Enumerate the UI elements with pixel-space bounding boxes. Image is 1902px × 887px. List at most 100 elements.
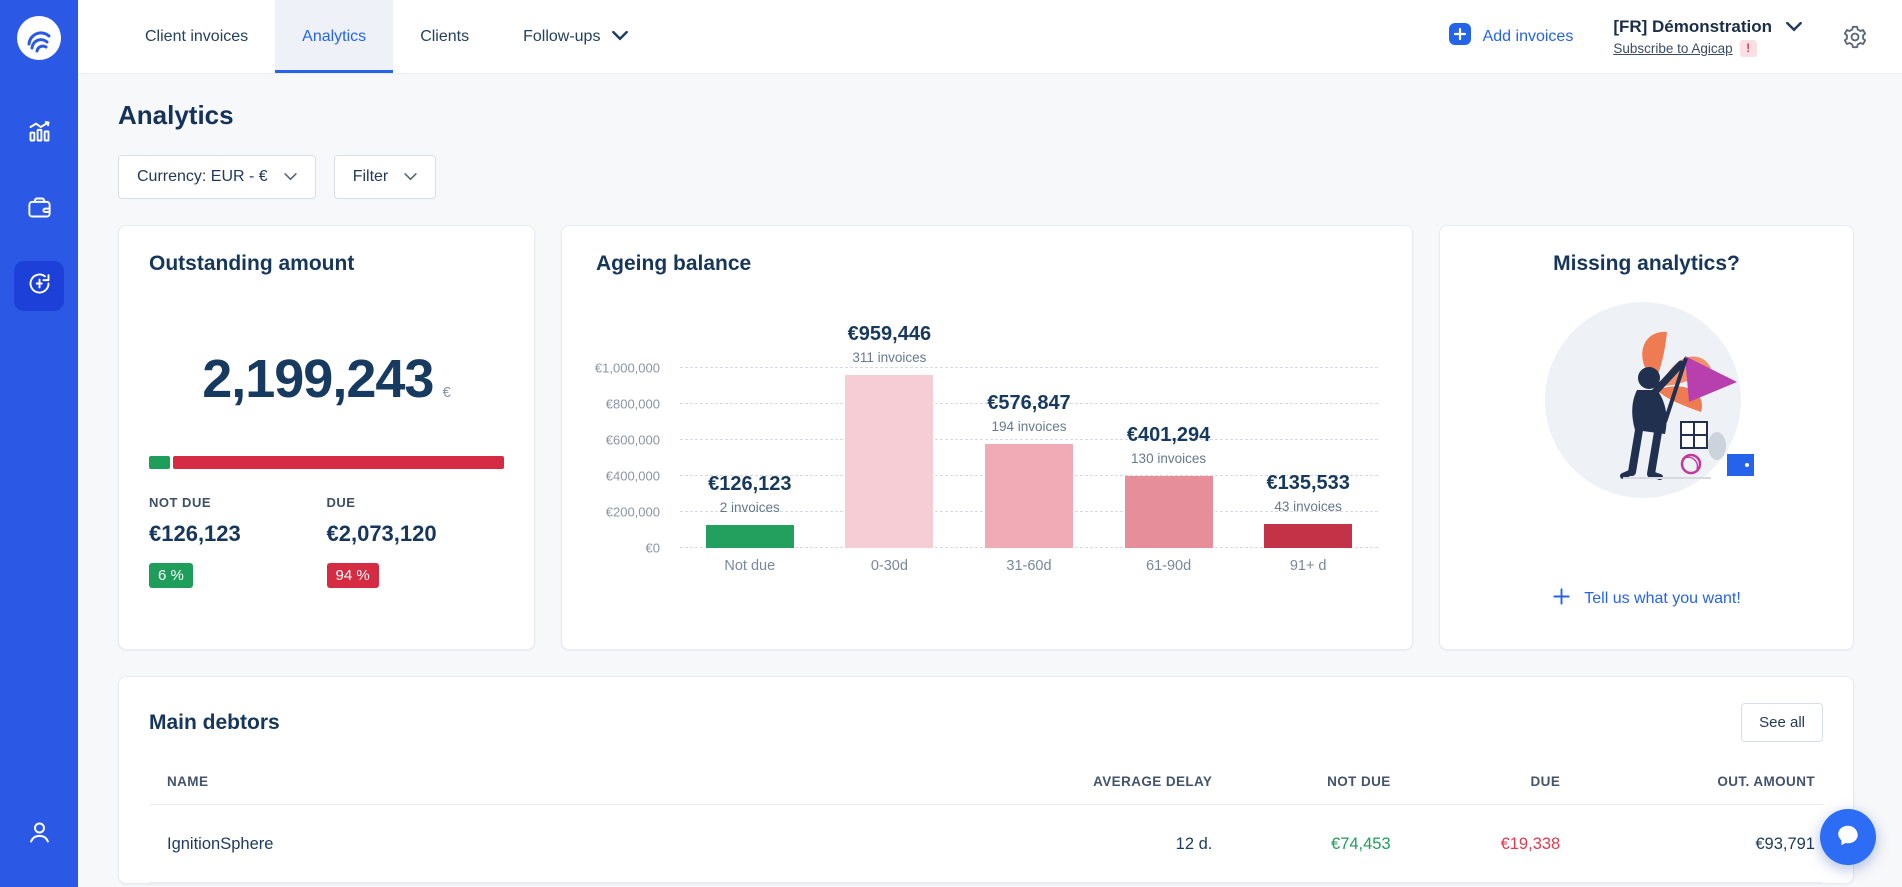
bar-value-labels: €959,446 311 invoices — [799, 323, 979, 365]
add-invoices-label: Add invoices — [1482, 27, 1574, 45]
y-tick-label: €0 — [645, 540, 660, 556]
tell-us-cta[interactable]: Tell us what you want! — [1552, 587, 1741, 611]
sidebar — [0, 0, 78, 887]
subscribe-link[interactable]: Subscribe to Agicap — [1613, 40, 1733, 56]
bar-invoice-count: 2 invoices — [719, 500, 780, 516]
card-title: Ageing balance — [596, 252, 752, 275]
outstanding-total-value: 2,199,243 — [202, 349, 434, 409]
bar-amount-label: €576,847 — [987, 392, 1071, 415]
tab-analytics[interactable]: Analytics — [275, 0, 394, 73]
card-title: Outstanding amount — [149, 252, 355, 275]
chart-bar — [1264, 523, 1353, 548]
chart-plot-area: €126,123 2 invoices €959,446 311 invoices €5… — [680, 323, 1378, 548]
account-menu[interactable]: [FR] Démonstration — [1613, 17, 1802, 37]
bar-value-labels: €576,847 194 invoices — [939, 392, 1119, 434]
tab-label: Analytics — [302, 27, 367, 45]
chevron-down-icon — [284, 168, 297, 186]
bar-chart-icon — [26, 118, 53, 150]
not-due-label: NOT DUE — [149, 495, 211, 510]
main-column: Client invoices Analytics Clients Follow-up… — [78, 0, 1902, 887]
progress-segment-due — [173, 456, 504, 469]
due-percent-badge: 94 % — [326, 563, 379, 588]
table-header-row: NAME AVERAGE DELAY NOT DUE DUE OUT. AMOUNT — [149, 758, 1823, 805]
y-tick-label: €1,000,000 — [594, 360, 660, 376]
filter-dropdown[interactable]: Filter — [333, 155, 437, 199]
due-block: DUE €2,073,120 94 % — [326, 495, 505, 588]
cards-row: Outstanding amount 2,199,243 € NOT DUE €1… — [118, 225, 1854, 650]
chart-bar — [705, 525, 794, 548]
cell-due: €19,338 — [1398, 804, 1569, 883]
page-title: Analytics — [118, 100, 234, 130]
bar-amount-label: €959,446 — [847, 323, 932, 346]
bar-invoice-count: 311 invoices — [852, 350, 927, 366]
x-tick-label: 91+ d — [1289, 558, 1327, 574]
topbar: Client invoices Analytics Clients Follow-up… — [78, 0, 1902, 74]
agicap-logo[interactable] — [17, 16, 61, 60]
content: Analytics Currency: EUR - € Filter — [78, 74, 1902, 887]
column-header-name: NAME — [167, 774, 209, 789]
chart-bar-group-61-90d: €401,294 130 invoices — [1099, 368, 1239, 548]
see-all-button[interactable]: See all — [1741, 703, 1823, 742]
subscribe-row: Subscribe to Agicap ! — [1613, 39, 1802, 57]
add-invoices-button[interactable]: Add invoices — [1448, 22, 1574, 51]
sidebar-item-analytics[interactable] — [14, 109, 64, 159]
settings-gear-icon[interactable] — [1842, 24, 1868, 50]
progress-segment-not-due — [149, 456, 171, 469]
topbar-right: Add invoices [FR] Démonstration Subscrib… — [1448, 17, 1868, 57]
missing-analytics-card: Missing analytics? — [1439, 225, 1854, 650]
column-header-out: OUT. AMOUNT — [1717, 774, 1815, 789]
add-invoices-plus-icon — [1448, 22, 1472, 51]
chart-bar-group-not-due: €126,123 2 invoices — [680, 368, 820, 548]
column-header-delay: AVERAGE DELAY — [1093, 774, 1213, 789]
tab-label: Follow-ups — [523, 27, 601, 45]
bar-amount-label: €401,294 — [1126, 423, 1211, 446]
chart-y-axis: €0 €200,000 €400,000 €600,000 €800,000 €1,000… — [595, 361, 670, 556]
tab-clients[interactable]: Clients — [393, 0, 496, 73]
debtors-header: Main debtors See all — [149, 703, 1823, 742]
top-tabs: Client invoices Analytics Clients Follow-up… — [118, 0, 655, 73]
agicap-logo-icon — [18, 17, 60, 59]
chart-bar — [845, 375, 934, 548]
sidebar-item-client-invoices[interactable] — [14, 261, 64, 311]
due-amount: €2,073,120 — [326, 521, 437, 546]
chat-icon — [1835, 822, 1861, 853]
not-due-amount: €126,123 — [149, 521, 241, 546]
column-header-notdue: NOT DUE — [1327, 774, 1391, 789]
wallet-icon — [26, 194, 53, 226]
plus-icon — [1552, 587, 1571, 611]
chart-bar-group-31-60d: €576,847 194 invoices — [959, 368, 1099, 548]
cell-name: IgnitionSphere — [149, 804, 920, 883]
gridline — [680, 367, 1378, 368]
tell-us-cta-label: Tell us what you want! — [1584, 590, 1741, 607]
tab-client-invoices[interactable]: Client invoices — [118, 0, 275, 73]
bar-value-labels: €401,294 130 invoices — [1079, 424, 1259, 466]
cell-not-due: €74,453 — [1220, 804, 1399, 883]
outstanding-split: NOT DUE €126,123 6 % DUE €2,073,120 94 % — [149, 495, 504, 588]
bar-invoice-count: 194 invoices — [991, 419, 1067, 435]
tab-follow-ups[interactable]: Follow-ups — [496, 0, 655, 73]
table-row[interactable]: IgnitionSphere 12 d. €74,453 €19,338 €93,791 — [149, 804, 1823, 883]
chart-bar — [984, 444, 1073, 548]
x-tick-label: Not due — [724, 558, 776, 574]
cash-collection-icon — [26, 270, 53, 302]
outstanding-total: 2,199,243 € — [149, 350, 504, 422]
cell-out-amount: €93,791 — [1568, 804, 1823, 883]
x-tick-label: 0-30d — [870, 558, 908, 574]
ageing-balance-card: Ageing balance €0 €200,000 €400,000 €600,00… — [561, 225, 1413, 650]
x-tick-label: 61-90d — [1146, 558, 1192, 574]
chevron-down-icon — [1786, 17, 1802, 37]
bar-amount-label: €135,533 — [1266, 471, 1350, 494]
currency-dropdown[interactable]: Currency: EUR - € — [118, 155, 316, 199]
user-icon — [26, 819, 53, 851]
sidebar-item-banking[interactable] — [14, 185, 64, 235]
outstanding-progress-bar — [149, 456, 504, 469]
chart-bar — [1124, 475, 1213, 548]
subscribe-warning-badge: ! — [1739, 39, 1757, 57]
filter-dropdown-label: Filter — [352, 168, 389, 185]
account-name: [FR] Démonstration — [1613, 16, 1772, 36]
y-tick-label: €800,000 — [605, 396, 660, 412]
chat-bubble[interactable] — [1820, 809, 1876, 865]
currency-dropdown-label: Currency: EUR - € — [137, 168, 268, 185]
sidebar-item-profile[interactable] — [14, 810, 64, 860]
